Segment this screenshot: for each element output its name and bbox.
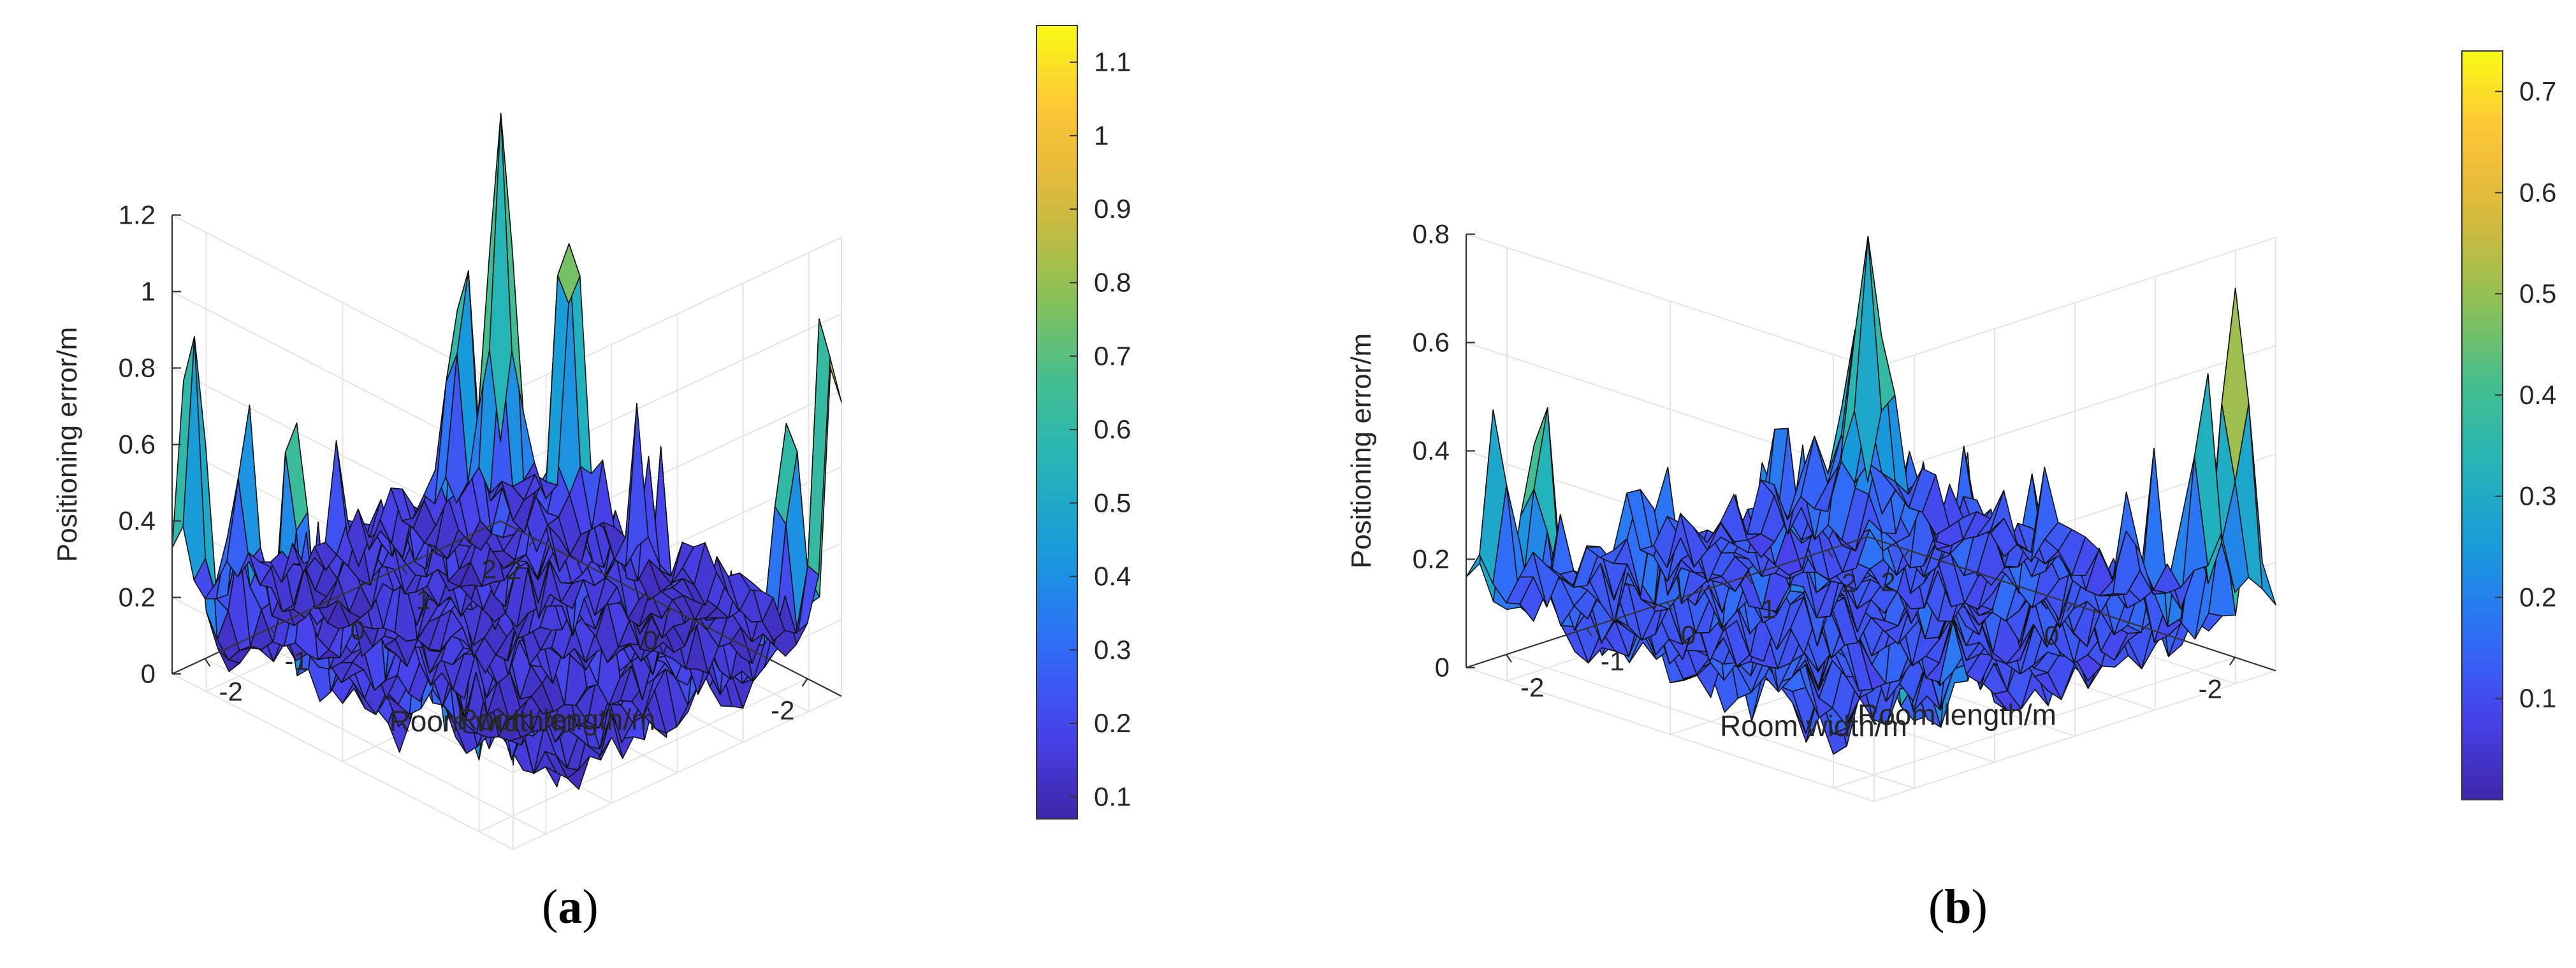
x-tick (528, 538, 535, 547)
z-tick-label: 1 (141, 277, 156, 307)
z-tick-label: 0 (1435, 653, 1450, 683)
y-axis-label: Room width/m (1720, 709, 1907, 742)
colorbar-tick-label: 0.1 (2519, 683, 2556, 713)
y-tick (1666, 602, 1673, 610)
y-axis-label: Room width/m (389, 705, 577, 738)
z-tick-label: 0.2 (119, 582, 156, 612)
y-tick-label: -2 (219, 677, 243, 707)
x-tick-label: -2 (771, 695, 794, 725)
z-tick-label: 0.8 (1413, 219, 1450, 249)
x-tick-label: -2 (2199, 674, 2222, 704)
surface (1466, 236, 2276, 755)
x-tick-label: 0 (643, 625, 658, 655)
x-tick (2229, 656, 2236, 666)
colorbar-tick-label: 0.5 (1094, 488, 1131, 517)
y-tick (401, 566, 408, 575)
colorbar-tick-label: 0.2 (2519, 582, 2556, 612)
surface-patch (1854, 236, 1882, 483)
colorbar (2461, 50, 2503, 800)
z-tick-label: 0 (141, 659, 156, 689)
y-tick-label: 2 (1842, 568, 1856, 598)
colorbar-tick-label: 0.4 (2519, 380, 2556, 410)
y-grid-floor (1506, 654, 1915, 789)
colorbar-tick-label: 0.1 (1094, 781, 1131, 811)
y-tick (1586, 628, 1592, 637)
z-tick-label: 0.4 (1413, 436, 1450, 466)
y-tick-label: 0 (351, 616, 365, 646)
colorbar (1036, 25, 1078, 820)
colorbar-tick-label: 1 (1094, 120, 1109, 150)
colorbar-tick-label: 0.7 (2519, 76, 2556, 106)
y-tick (1747, 575, 1753, 584)
axes (1465, 233, 2276, 672)
x-axis-label: Room length/m (457, 703, 656, 736)
y-tick-label: 0 (1681, 620, 1696, 650)
x-axis-label: Room length/m (1858, 698, 2056, 732)
y-tick-label: 2 (482, 554, 497, 584)
z-tick-label: 0.6 (1413, 328, 1450, 358)
y-tick (270, 627, 277, 637)
z-tick-label: 0.2 (1413, 544, 1450, 574)
z-tick-label: 0.6 (119, 430, 156, 459)
z-grid-line (1466, 667, 2276, 802)
y-tick-label: 1 (1761, 594, 1776, 624)
z-tick-label: 1.2 (119, 200, 156, 230)
colorbar-tick-label: 0.3 (2519, 481, 2556, 511)
colorbar-tick-label: 0.4 (1094, 561, 1131, 591)
x-tick (2066, 603, 2072, 612)
x-tick (801, 678, 808, 687)
colorbar-tick-label: 0.6 (2519, 177, 2556, 207)
x-tick-label: 2 (1881, 567, 1896, 597)
y-tick (1827, 549, 1833, 558)
axes (171, 214, 842, 697)
y-tick-label: -2 (1520, 672, 1544, 702)
colorbar-tick-label: 0.9 (1094, 194, 1131, 224)
z-grid-line (171, 673, 842, 850)
x-tick (1903, 549, 1909, 559)
panel-label-b: (b) (1928, 880, 1988, 934)
surface-patch (489, 113, 513, 442)
z-tick-label: 0.8 (119, 353, 156, 383)
surface (171, 113, 842, 790)
x-tick-label: 0 (2044, 621, 2059, 651)
colorbar-tick-label: 0.6 (1094, 414, 1131, 444)
x-tick-label: 2 (507, 555, 521, 585)
z-tick-label: 0.4 (119, 506, 156, 536)
y-tick-label: -1 (1601, 646, 1624, 676)
panel-a: 0 0.2 0.4 0.6 0.8 1 1.2 2 0 -2 2 1 0 -1 -2 Positioning … (52, 25, 1131, 850)
y-grid-floor (205, 658, 546, 835)
x-tick (665, 608, 672, 617)
colorbar-tick-label: 0.2 (1094, 708, 1131, 738)
y-tick (467, 535, 474, 545)
panel-b: 0 0.2 0.4 0.6 0.8 2 0 -2 2 1 0 -1 -2 Positioning erro… (1346, 50, 2556, 802)
panel-label-a: (a) (542, 880, 599, 934)
colorbar-tick-label: 1.1 (1094, 47, 1131, 77)
y-tick (335, 596, 342, 606)
y-tick (204, 658, 211, 667)
colorbar-tick-label: 0.7 (1094, 341, 1131, 371)
colorbar-tick-label: 0.8 (1094, 267, 1131, 297)
y-tick (1506, 654, 1512, 663)
colorbar-tick-label: 0.5 (2519, 278, 2556, 308)
z-axis-label: Positioning error/m (1346, 333, 1377, 568)
colorbar-tick-label: 0.3 (1094, 635, 1131, 665)
z-axis-label: Positioning error/m (52, 327, 83, 562)
y-tick-label: 1 (416, 585, 431, 615)
y-tick-label: -1 (285, 646, 309, 676)
